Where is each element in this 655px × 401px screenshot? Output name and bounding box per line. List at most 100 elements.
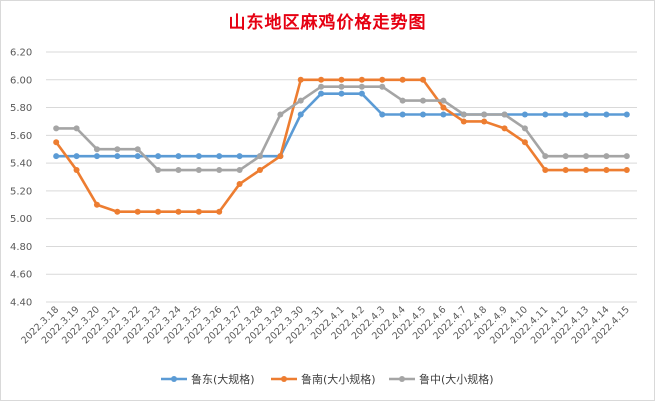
data-point xyxy=(277,153,284,160)
y-tick-label: 5.80 xyxy=(10,103,32,114)
data-point xyxy=(53,125,60,132)
data-point xyxy=(542,111,549,118)
data-point xyxy=(114,208,121,215)
y-tick-label: 5.20 xyxy=(10,186,32,197)
series-line xyxy=(54,78,629,214)
data-point xyxy=(358,83,365,90)
data-point xyxy=(155,208,162,215)
y-tick-label: 5.60 xyxy=(10,131,32,142)
data-point xyxy=(603,153,610,160)
data-point xyxy=(73,125,80,132)
data-point xyxy=(481,111,488,118)
data-point xyxy=(53,139,60,146)
series-line xyxy=(54,85,629,172)
legend-label: 鲁东(大规格) xyxy=(191,372,255,386)
legend-label: 鲁中(大小规格) xyxy=(419,372,494,386)
data-point xyxy=(440,97,447,104)
data-point xyxy=(460,118,467,125)
series-line xyxy=(54,92,629,158)
data-point xyxy=(236,153,243,160)
data-point xyxy=(155,153,162,160)
data-point xyxy=(297,111,304,118)
data-point xyxy=(338,76,345,83)
data-point xyxy=(562,167,569,174)
data-point xyxy=(277,111,284,118)
data-point xyxy=(318,76,325,83)
data-point xyxy=(297,97,304,104)
data-point xyxy=(379,111,386,118)
data-point xyxy=(338,83,345,90)
data-point xyxy=(583,153,590,160)
data-point xyxy=(583,167,590,174)
data-point xyxy=(542,153,549,160)
data-point xyxy=(358,90,365,97)
data-point xyxy=(521,139,528,146)
data-point xyxy=(73,167,80,174)
data-point xyxy=(256,167,263,174)
data-point xyxy=(256,153,263,160)
data-point xyxy=(420,111,427,118)
data-point xyxy=(358,76,365,83)
data-point xyxy=(318,83,325,90)
data-point xyxy=(114,146,121,153)
data-point xyxy=(379,76,386,83)
data-point xyxy=(134,208,141,215)
legend-marker xyxy=(399,376,405,382)
data-point xyxy=(420,76,427,83)
data-point xyxy=(521,111,528,118)
data-point xyxy=(338,90,345,97)
y-tick-label: 4.80 xyxy=(10,242,32,253)
data-point xyxy=(175,153,182,160)
data-point xyxy=(134,146,141,153)
data-point xyxy=(297,76,304,83)
data-point xyxy=(175,208,182,215)
data-point xyxy=(195,208,202,215)
legend-marker xyxy=(171,376,177,382)
y-tick-label: 4.60 xyxy=(10,270,32,281)
data-point xyxy=(623,167,630,174)
data-point xyxy=(216,153,223,160)
data-point xyxy=(542,167,549,174)
data-point xyxy=(134,153,141,160)
data-point xyxy=(562,111,569,118)
data-point xyxy=(399,97,406,104)
data-point xyxy=(236,167,243,174)
data-point xyxy=(379,83,386,90)
data-point xyxy=(216,208,223,215)
data-point xyxy=(93,146,100,153)
data-point xyxy=(216,167,223,174)
data-point xyxy=(53,153,60,160)
data-point xyxy=(623,111,630,118)
data-point xyxy=(562,153,569,160)
data-point xyxy=(481,118,488,125)
data-point xyxy=(501,111,508,118)
data-point xyxy=(155,167,162,174)
data-point xyxy=(420,97,427,104)
data-point xyxy=(521,125,528,132)
y-tick-label: 6.00 xyxy=(10,75,32,86)
data-point xyxy=(318,90,325,97)
legend-label: 鲁南(大小规格) xyxy=(301,372,376,386)
data-point xyxy=(195,153,202,160)
data-point xyxy=(93,153,100,160)
y-tick-label: 6.20 xyxy=(10,48,32,59)
y-tick-label: 5.40 xyxy=(10,159,32,170)
data-point xyxy=(114,153,121,160)
data-point xyxy=(440,111,447,118)
data-point xyxy=(236,180,243,187)
data-point xyxy=(501,125,508,132)
data-point xyxy=(195,167,202,174)
data-point xyxy=(603,167,610,174)
y-tick-label: 4.40 xyxy=(10,298,32,309)
data-point xyxy=(440,104,447,111)
y-tick-label: 5.00 xyxy=(10,214,32,225)
data-point xyxy=(73,153,80,160)
legend-marker xyxy=(281,376,287,382)
data-point xyxy=(175,167,182,174)
data-point xyxy=(399,76,406,83)
data-point xyxy=(399,111,406,118)
data-point xyxy=(460,111,467,118)
data-point xyxy=(93,201,100,208)
